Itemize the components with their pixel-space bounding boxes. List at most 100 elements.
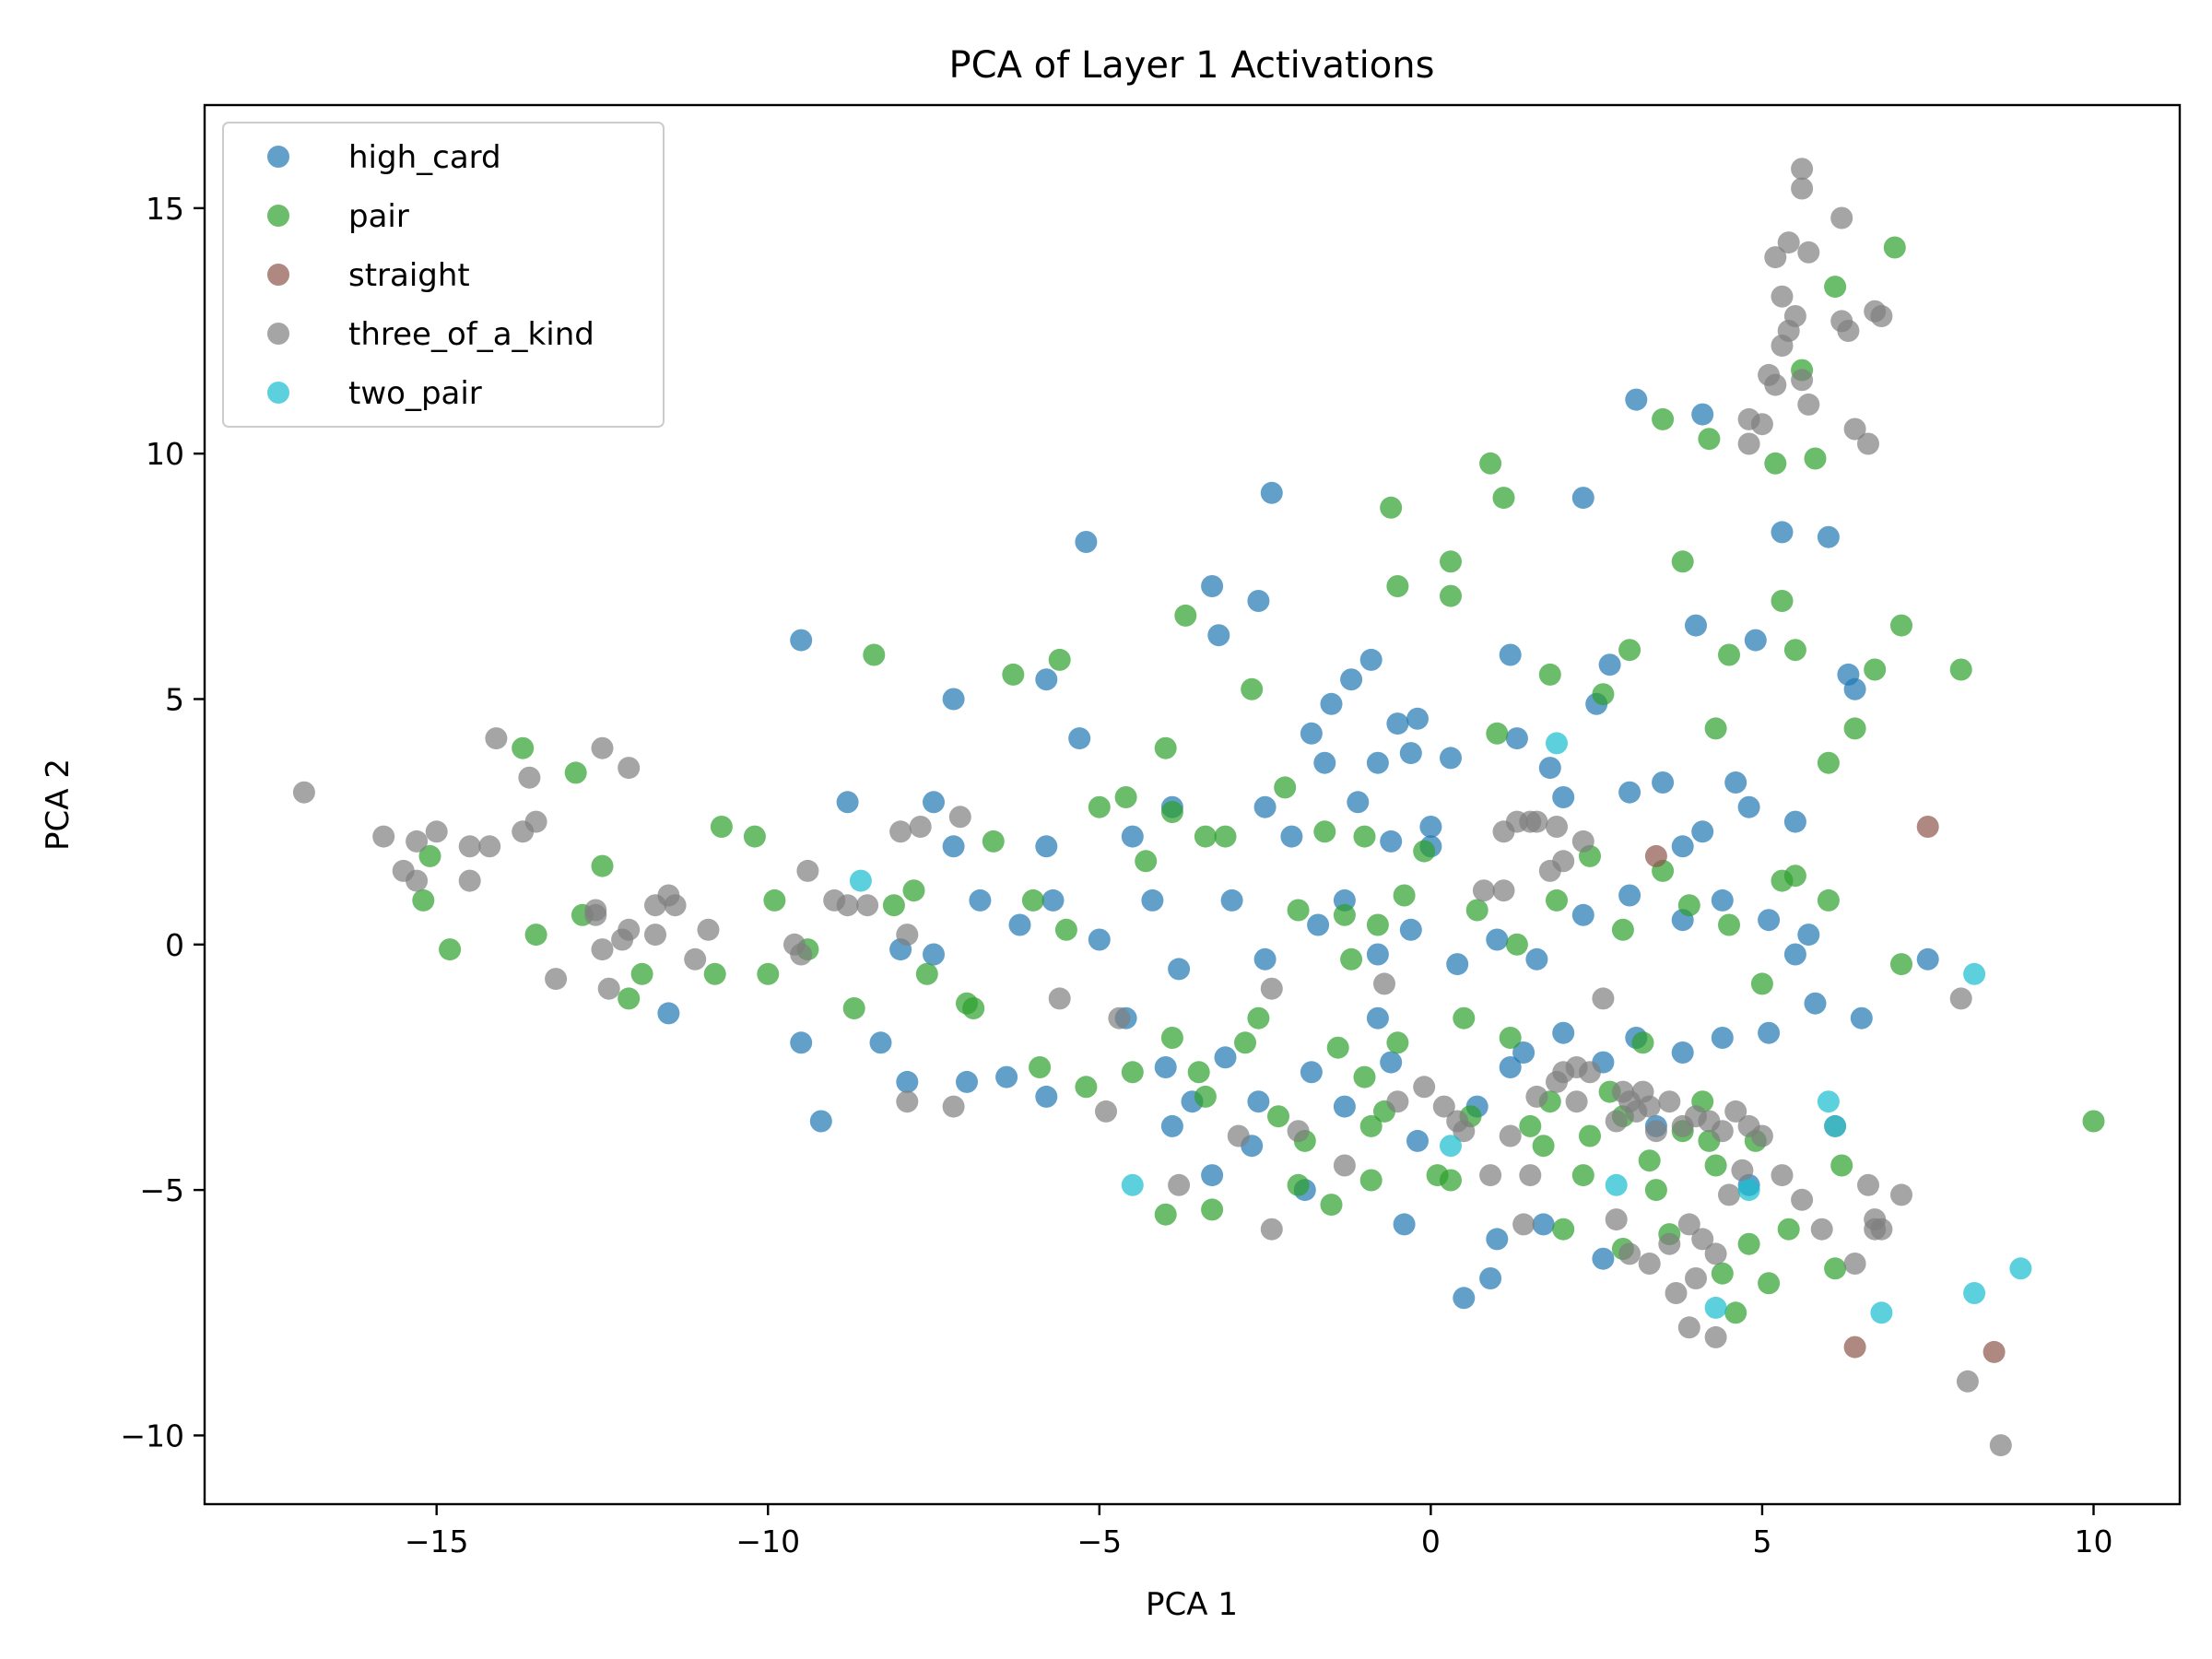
data-point-three_of_a_kind — [618, 757, 641, 780]
data-point-three_of_a_kind — [618, 918, 641, 941]
data-point-high_card — [1685, 614, 1707, 637]
data-point-three_of_a_kind — [518, 766, 541, 789]
data-point-pair — [1631, 1031, 1654, 1054]
data-point-two_pair — [1870, 1301, 1893, 1324]
data-point-high_card — [1406, 1129, 1429, 1152]
data-point-high_card — [942, 688, 965, 711]
data-point-high_card — [1300, 1061, 1323, 1084]
data-point-pair — [1048, 648, 1071, 671]
series-three_of_a_kind — [292, 158, 2012, 1457]
data-point-three_of_a_kind — [1704, 1242, 1727, 1265]
data-point-high_card — [1088, 928, 1111, 951]
data-point-three_of_a_kind — [1432, 1095, 1455, 1118]
data-point-pair — [1843, 717, 1866, 740]
data-point-high_card — [1121, 825, 1144, 848]
data-point-pair — [1538, 663, 1561, 686]
data-point-high_card — [1724, 771, 1747, 794]
data-point-high_card — [1247, 590, 1270, 612]
data-point-pair — [1075, 1076, 1098, 1099]
legend-marker-straight — [267, 264, 289, 286]
data-point-pair — [1287, 899, 1310, 922]
data-point-pair — [710, 816, 733, 838]
data-point-pair — [1021, 888, 1044, 912]
data-point-pair — [1154, 1203, 1177, 1226]
data-point-three_of_a_kind — [1711, 1120, 1734, 1143]
data-point-three_of_a_kind — [796, 859, 819, 882]
data-point-pair — [2082, 1110, 2105, 1133]
data-point-straight — [1983, 1340, 2006, 1363]
data-point-high_card — [1512, 1041, 1535, 1064]
data-point-pair — [1718, 643, 1740, 666]
data-point-three_of_a_kind — [1571, 830, 1594, 853]
data-point-three_of_a_kind — [1724, 1100, 1747, 1123]
data-point-three_of_a_kind — [1691, 1228, 1714, 1251]
data-point-three_of_a_kind — [1565, 1090, 1588, 1113]
y-axis-ticks: 15 10 5 0 −5 −10 — [120, 191, 205, 1453]
data-point-high_card — [1691, 820, 1714, 843]
data-point-three_of_a_kind — [406, 869, 429, 892]
data-point-pair — [1592, 683, 1615, 706]
data-point-pair — [1413, 840, 1436, 863]
data-point-three_of_a_kind — [372, 825, 395, 848]
data-point-high_card — [1035, 835, 1058, 858]
data-point-high_card — [956, 1070, 978, 1093]
data-point-pair — [1783, 639, 1806, 662]
data-point-high_card — [1446, 953, 1469, 976]
data-point-three_of_a_kind — [292, 781, 315, 804]
data-point-three_of_a_kind — [1791, 177, 1814, 200]
data-point-pair — [1618, 639, 1641, 662]
data-point-high_card — [1571, 487, 1594, 510]
data-point-pair — [1519, 1114, 1542, 1137]
data-point-three_of_a_kind — [697, 918, 720, 941]
data-point-three_of_a_kind — [478, 835, 501, 858]
data-point-pair — [1777, 1218, 1800, 1241]
data-point-high_card — [1419, 816, 1442, 838]
data-point-pair — [842, 997, 865, 1019]
data-point-three_of_a_kind — [1677, 1213, 1700, 1236]
data-point-three_of_a_kind — [1771, 285, 1794, 308]
data-point-pair — [962, 997, 985, 1019]
data-point-three_of_a_kind — [1386, 1090, 1409, 1113]
data-point-three_of_a_kind — [1638, 1253, 1661, 1275]
data-point-pair — [1677, 894, 1700, 917]
data-point-high_card — [1817, 525, 1840, 548]
data-point-three_of_a_kind — [591, 736, 614, 759]
data-point-three_of_a_kind — [1479, 1164, 1502, 1187]
data-point-three_of_a_kind — [1605, 1208, 1628, 1231]
data-point-three_of_a_kind — [942, 1095, 965, 1118]
data-point-three_of_a_kind — [1644, 1120, 1667, 1143]
data-point-pair — [1552, 1218, 1575, 1241]
data-point-high_card — [1168, 958, 1191, 981]
x-tick-label: 10 — [2075, 1524, 2113, 1559]
data-point-high_card — [995, 1065, 1018, 1088]
data-point-high_card — [1552, 786, 1575, 808]
data-point-pair — [1274, 776, 1297, 799]
data-point-pair — [1824, 276, 1847, 299]
data-point-three_of_a_kind — [1890, 1183, 1912, 1206]
data-point-pair — [1386, 575, 1409, 597]
data-point-high_card — [1075, 531, 1098, 553]
data-point-three_of_a_kind — [1260, 1218, 1283, 1241]
data-point-pair — [1187, 1061, 1210, 1084]
data-point-pair — [1830, 1154, 1853, 1177]
data-point-three_of_a_kind — [909, 816, 932, 838]
data-point-three_of_a_kind — [1525, 810, 1548, 833]
data-point-three_of_a_kind — [512, 820, 535, 843]
data-point-straight — [1916, 816, 1939, 838]
data-point-high_card — [657, 1002, 680, 1025]
data-point-pair — [412, 888, 435, 912]
data-point-high_card — [1260, 481, 1283, 504]
data-point-high_card — [1804, 992, 1827, 1015]
data-point-three_of_a_kind — [1592, 987, 1615, 1010]
data-point-three_of_a_kind — [1764, 373, 1787, 396]
data-point-high_card — [1758, 1021, 1781, 1044]
data-point-pair — [1671, 550, 1694, 573]
legend-marker-three_of_a_kind — [267, 323, 289, 345]
data-point-high_card — [1359, 648, 1382, 671]
data-point-high_card — [1671, 1041, 1694, 1064]
data-point-high_card — [1386, 712, 1409, 735]
data-point-three_of_a_kind — [790, 943, 813, 966]
data-point-high_card — [1499, 643, 1522, 666]
data-point-pair — [1492, 487, 1515, 510]
